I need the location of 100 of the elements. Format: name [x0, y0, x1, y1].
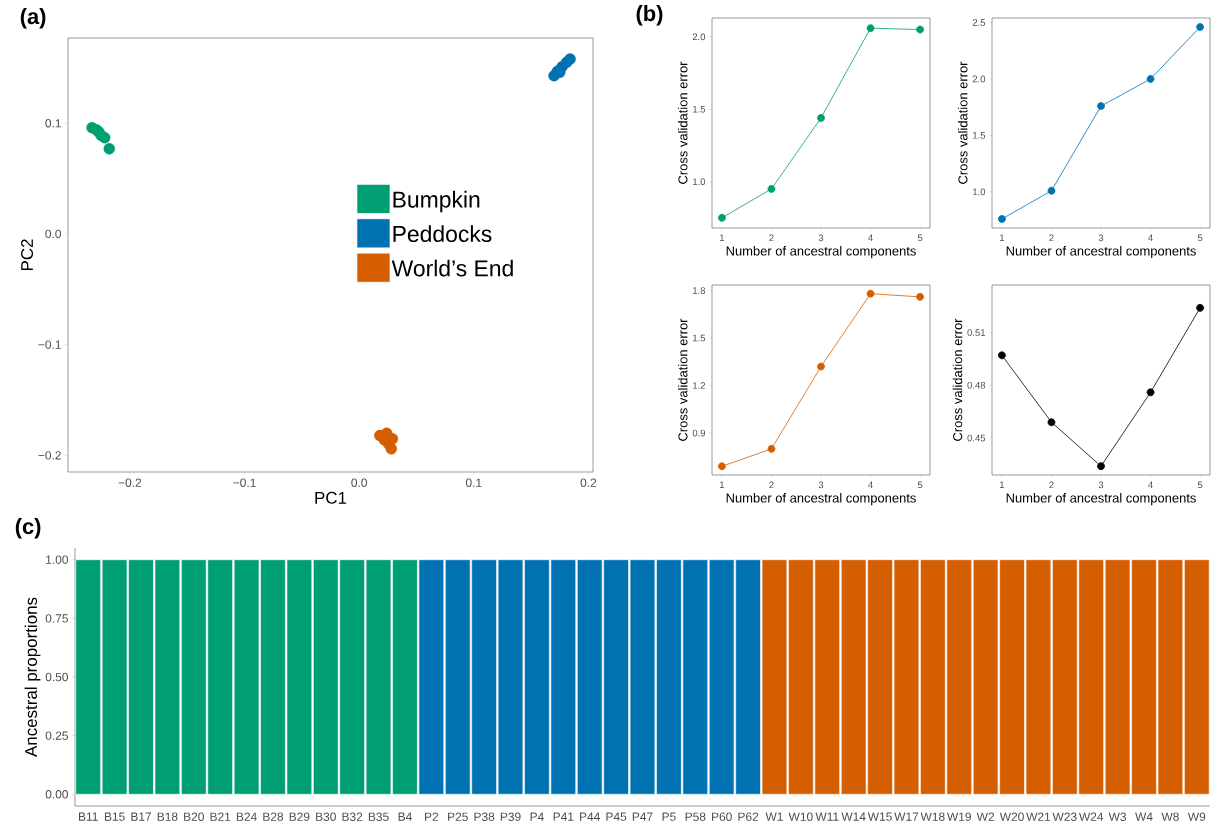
x-tick-label: B21 — [210, 812, 231, 821]
x-tick-label: 1 — [1000, 481, 1005, 489]
x-tick-label: −0.1 — [233, 478, 256, 487]
x-tick-label: 1 — [1000, 234, 1005, 242]
x-tick-label: P62 — [738, 812, 759, 821]
y-tick-label: 1.2 — [693, 382, 706, 389]
y-tick-label: 0.9 — [692, 429, 706, 437]
x-tick-label: 3 — [1098, 481, 1104, 489]
y-tick-label: 0.51 — [967, 329, 986, 336]
y-tick-label: 0.45 — [967, 434, 986, 442]
x-tick-label: W8 — [1161, 812, 1179, 821]
y-tick-label: 1.5 — [693, 105, 706, 113]
x-tick-label: W14 — [841, 812, 866, 821]
x-tick-label: W11 — [815, 812, 839, 821]
x-tick-label: 2 — [769, 234, 774, 242]
x-tick-label: P2 — [425, 812, 439, 821]
x-tick-label: P41 — [553, 812, 574, 821]
y-tick-label: 0.48 — [967, 381, 986, 389]
x-tick-label: P5 — [662, 812, 676, 821]
y-axis-title: Cross validation error — [952, 318, 963, 441]
x-tick-label: 0.1 — [465, 478, 482, 487]
y-axis-title: Ancestral proportions — [24, 597, 41, 757]
x-tick-label: W10 — [788, 812, 813, 821]
x-tick-label: W2 — [976, 812, 994, 821]
x-tick-label: W18 — [920, 812, 945, 821]
x-tick-label: P4 — [530, 812, 544, 821]
x-tick-label: P38 — [474, 812, 495, 821]
x-tick-label: 5 — [917, 481, 923, 489]
y-tick-label: 1.00 — [46, 555, 69, 564]
x-tick-label: B18 — [157, 812, 178, 821]
y-axis-title: PC2 — [21, 239, 34, 271]
y-tick-label: 2.0 — [692, 33, 706, 41]
x-tick-label: W19 — [947, 812, 971, 821]
x-tick-label: 2 — [769, 481, 774, 489]
y-tick-label: −0.1 — [38, 340, 61, 349]
x-tick-label: P25 — [448, 812, 468, 821]
y-tick-label: 0.50 — [45, 672, 69, 682]
x-tick-label: W17 — [894, 812, 919, 821]
x-axis-title: Number of ancestral components — [1006, 246, 1196, 259]
chart-title: (a) — [20, 8, 46, 29]
x-tick-label: W4 — [1135, 812, 1153, 821]
y-tick-label: 0.75 — [45, 614, 68, 623]
y-axis-title: Cross validation error — [677, 61, 688, 184]
x-tick-label: W20 — [999, 812, 1024, 821]
x-tick-label: 5 — [1197, 481, 1203, 489]
x-tick-label: P39 — [500, 812, 521, 821]
y-tick-label: 0.25 — [45, 731, 68, 740]
x-tick-label: P45 — [606, 812, 627, 821]
x-tick-label: P44 — [580, 812, 600, 821]
x-tick-label: 3 — [1098, 234, 1104, 242]
y-tick-label: 1.0 — [973, 188, 986, 196]
x-tick-label: W23 — [1052, 812, 1077, 821]
legend-label: World’s End — [391, 259, 513, 277]
x-tick-label: B32 — [342, 812, 363, 821]
x-tick-label: 2 — [1049, 481, 1054, 489]
y-tick-label: 2.0 — [972, 75, 986, 83]
x-tick-label: 0.0 — [351, 478, 368, 487]
x-tick-label: 1 — [720, 481, 725, 489]
y-tick-label: 1.8 — [693, 287, 706, 294]
x-tick-label: W1 — [765, 812, 783, 821]
x-tick-label: 0.2 — [580, 478, 597, 487]
y-tick-label: 0.1 — [45, 119, 61, 128]
x-tick-label: 3 — [818, 234, 824, 242]
y-tick-label: −0.2 — [38, 451, 61, 460]
x-tick-label: 5 — [917, 234, 923, 242]
x-tick-label: 4 — [1148, 234, 1153, 242]
x-tick-label: 4 — [1148, 481, 1153, 489]
x-tick-label: P60 — [712, 812, 732, 821]
y-tick-label: 1.0 — [693, 178, 706, 185]
x-tick-label: W15 — [867, 812, 892, 821]
x-tick-label: B4 — [398, 812, 412, 821]
x-tick-label: 4 — [868, 234, 873, 242]
x-tick-label: B20 — [184, 812, 204, 821]
x-tick-label: B24 — [236, 812, 257, 821]
x-tick-label: B30 — [316, 812, 336, 821]
chart-title: (b) — [636, 5, 663, 26]
x-axis-title: Number of ancestral components — [726, 493, 916, 506]
x-axis-title: Number of ancestral components — [1006, 493, 1196, 506]
y-axis-title: Cross validation error — [957, 61, 968, 184]
x-tick-label: B35 — [368, 812, 389, 821]
chart-title: (c) — [15, 518, 41, 539]
x-tick-label: W21 — [1026, 812, 1051, 821]
y-tick-label: 0.00 — [45, 790, 69, 799]
x-tick-label: B11 — [78, 812, 98, 821]
legend-label: Bumpkin — [393, 190, 480, 213]
x-tick-label: P47 — [632, 812, 653, 821]
x-tick-label: 5 — [1197, 234, 1203, 242]
x-tick-label: W3 — [1108, 812, 1127, 821]
y-tick-label: 1.5 — [973, 132, 986, 139]
y-tick-label: 2.5 — [972, 19, 986, 26]
x-tick-label: 2 — [1049, 234, 1054, 242]
x-tick-label: B15 — [104, 812, 125, 821]
x-tick-label: W9 — [1187, 812, 1206, 821]
x-tick-label: 4 — [868, 481, 873, 489]
x-tick-label: −0.2 — [118, 478, 142, 487]
x-tick-label: B17 — [131, 812, 152, 821]
y-tick-label: 1.5 — [693, 334, 706, 342]
x-tick-label: W24 — [1078, 812, 1104, 821]
x-tick-label: P58 — [685, 812, 706, 821]
x-tick-label: 3 — [818, 481, 824, 489]
